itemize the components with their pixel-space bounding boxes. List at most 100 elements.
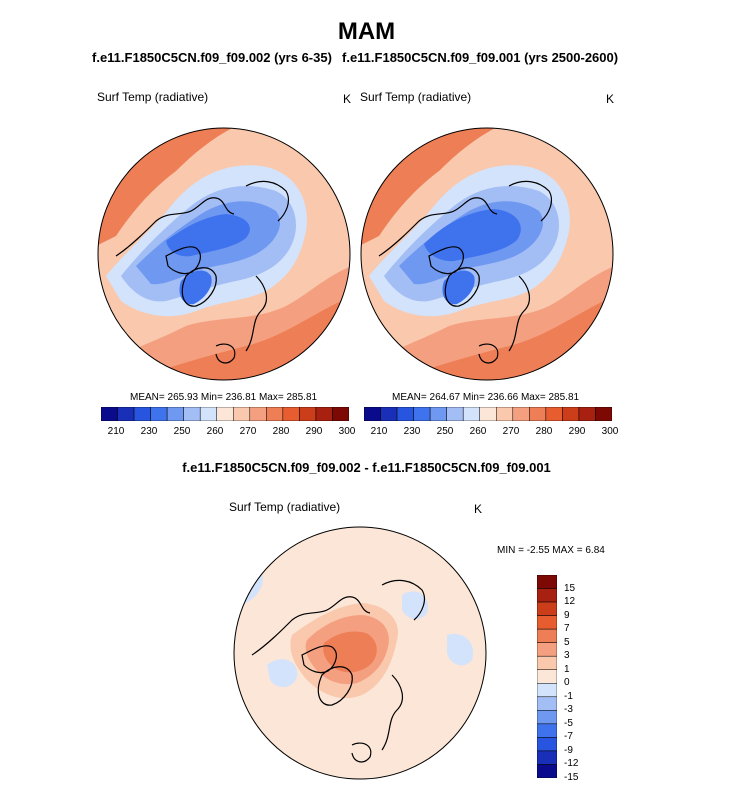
left-colorbar-swatch-12 — [299, 407, 317, 421]
diff-colorbar-swatch-1 — [537, 588, 557, 603]
left-cb-tick-210: 210 — [107, 426, 125, 437]
right-cb-tick-230: 230 — [403, 426, 421, 437]
left-cb-tick-260: 260 — [206, 426, 224, 437]
diff-colorbar-swatch-9 — [537, 696, 557, 711]
left-stats: MEAN= 265.93 Min= 236.81 Max= 285.81 — [130, 392, 318, 403]
diff-cb-tick-3: 3 — [564, 650, 570, 661]
right-cb-tick-260: 260 — [469, 426, 487, 437]
right-map-boundary — [360, 127, 614, 381]
left-coldest-region — [166, 214, 250, 257]
diff-cb-tick-12: 12 — [564, 596, 576, 607]
left-colorbar-swatch-4 — [166, 407, 184, 421]
right-colorbar-swatch-12 — [562, 407, 580, 421]
diff-coastlines — [251, 579, 426, 763]
diff-stats: MIN = -2.55 MAX = 6.84 — [497, 545, 605, 556]
right-cb-tick-270: 270 — [502, 426, 520, 437]
right-colorbar-swatch-14 — [595, 407, 612, 421]
diff-cb-tick-9: 9 — [564, 610, 570, 621]
right-greenland-cold — [442, 270, 475, 305]
diff-cb-tick-m15: -15 — [564, 772, 579, 783]
diff-warmest-core — [323, 631, 377, 673]
left-map-boundary — [97, 127, 351, 381]
figure-title: MAM — [337, 18, 396, 45]
right-colorbar-swatch-4 — [429, 407, 447, 421]
diff-colorbar-swatch-11 — [537, 723, 557, 738]
left-greenland-cold — [179, 270, 212, 305]
right-cb-tick-300: 300 — [601, 426, 619, 437]
diff-cool-patch-4 — [267, 659, 298, 688]
left-cb-tick-280: 280 — [272, 426, 290, 437]
right-colorbar-swatch-11 — [545, 407, 563, 421]
diff-colorbar-swatch-3 — [537, 615, 557, 630]
left-colorbar-swatch-11 — [282, 407, 300, 421]
right-colorbar — [364, 407, 612, 421]
right-polar-map — [360, 127, 614, 381]
left-colorbar-swatch-13 — [315, 407, 333, 421]
right-stats: MEAN= 264.67 Min= 236.66 Max= 285.81 — [392, 392, 580, 403]
diff-polar-map — [233, 526, 487, 780]
left-colorbar-swatch-10 — [266, 407, 284, 421]
right-colorbar-swatch-9 — [512, 407, 530, 421]
right-colorbar-swatch-6 — [462, 407, 480, 421]
right-units-label: K — [606, 92, 615, 106]
right-colorbar-swatch-5 — [446, 407, 464, 421]
diff-cb-tick-0: 0 — [564, 677, 570, 688]
diff-title: f.e11.F1850C5CN.f09_f09.002 - f.e11.F185… — [182, 460, 551, 475]
left-cb-tick-290: 290 — [305, 426, 323, 437]
left-variable-label: Surf Temp (radiative) — [97, 90, 209, 104]
diff-colorbar-swatch-4 — [537, 628, 557, 643]
left-units-label: K — [343, 92, 352, 106]
right-coastlines — [378, 180, 553, 364]
left-colorbar-swatch-2 — [133, 407, 151, 421]
left-colorbar-swatch-14 — [332, 407, 349, 421]
right-cb-tick-250: 250 — [436, 426, 454, 437]
left-colorbar-swatch-7 — [216, 407, 234, 421]
diff-colorbar-swatch-8 — [537, 683, 557, 698]
left-cb-tick-300: 300 — [338, 426, 356, 437]
diff-colorbar-swatch-10 — [537, 710, 557, 725]
right-cb-tick-210: 210 — [370, 426, 388, 437]
left-coastlines — [115, 180, 290, 364]
diff-units-label: K — [474, 502, 483, 516]
right-run-title: f.e11.F1850C5CN.f09_f09.001 (yrs 2500-26… — [342, 50, 619, 65]
left-colorbar-swatch-6 — [199, 407, 217, 421]
diff-colorbar-swatch-2 — [537, 601, 557, 616]
diff-map-boundary — [233, 526, 487, 780]
diff-cb-tick-m7: -7 — [564, 731, 573, 742]
right-variable-label: Surf Temp (radiative) — [360, 90, 472, 104]
diff-colorbar — [537, 575, 557, 778]
diff-cb-tick-15: 15 — [564, 583, 576, 594]
right-colorbar-swatch-10 — [529, 407, 547, 421]
diff-cb-tick-m12: -12 — [564, 758, 579, 769]
left-cb-tick-230: 230 — [140, 426, 158, 437]
diff-cb-tick-5: 5 — [564, 637, 570, 648]
diff-colorbar-swatch-0 — [537, 575, 557, 589]
left-colorbar-swatch-1 — [117, 407, 135, 421]
left-colorbar — [101, 407, 349, 421]
right-colorbar-swatch-7 — [479, 407, 497, 421]
right-colorbar-swatch-0 — [364, 407, 381, 421]
diff-cb-tick-7: 7 — [564, 623, 570, 634]
diff-cb-tick-m3: -3 — [564, 704, 573, 715]
left-colorbar-swatch-8 — [233, 407, 251, 421]
right-cb-tick-290: 290 — [568, 426, 586, 437]
left-cb-tick-250: 250 — [173, 426, 191, 437]
left-colorbar-swatch-3 — [150, 407, 168, 421]
right-colorbar-swatch-1 — [380, 407, 398, 421]
left-polar-map — [97, 127, 351, 381]
diff-colorbar-swatch-12 — [537, 737, 557, 752]
diff-cb-tick-m9: -9 — [564, 745, 573, 756]
right-colorbar-swatch-8 — [496, 407, 514, 421]
diff-colorbar-swatch-6 — [537, 655, 557, 670]
diff-cb-tick-m1: -1 — [564, 691, 573, 702]
right-colorbar-swatch-2 — [396, 407, 414, 421]
diff-cb-tick-m5: -5 — [564, 718, 573, 729]
left-colorbar-swatch-0 — [101, 407, 118, 421]
diff-variable-label: Surf Temp (radiative) — [229, 500, 341, 514]
right-colorbar-swatch-13 — [578, 407, 596, 421]
diff-cool-patch-3 — [447, 633, 474, 666]
left-run-title: f.e11.F1850C5CN.f09_f09.002 (yrs 6-35) — [92, 50, 332, 65]
left-colorbar-swatch-5 — [183, 407, 201, 421]
diff-colorbar-swatch-5 — [537, 642, 557, 657]
diff-cb-tick-1: 1 — [564, 664, 570, 675]
